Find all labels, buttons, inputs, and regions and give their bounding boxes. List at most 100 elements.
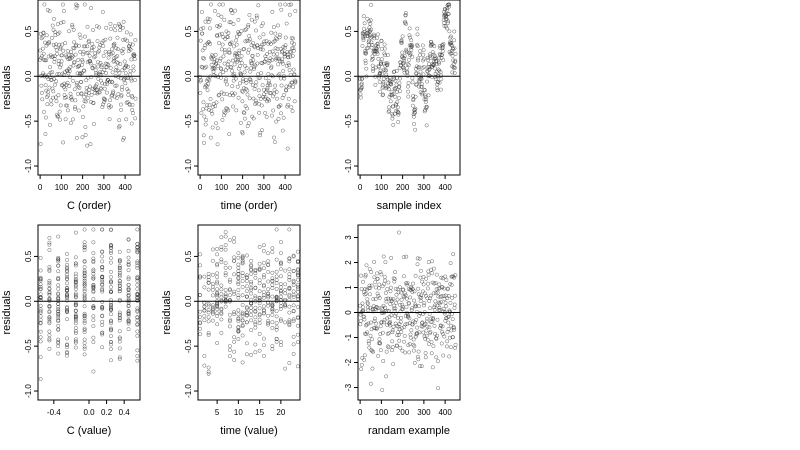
data-point: [397, 322, 402, 327]
data-point: [449, 43, 454, 48]
data-point: [219, 14, 224, 19]
data-point: [386, 296, 391, 301]
data-point: [47, 333, 52, 338]
data-point: [448, 300, 453, 305]
data-point: [390, 348, 394, 353]
data-point: [380, 330, 385, 335]
data-point: [223, 50, 227, 55]
data-point: [257, 317, 262, 322]
data-point: [274, 286, 279, 291]
data-point: [38, 309, 43, 314]
data-point: [117, 272, 122, 277]
y-axis-title: residuals: [161, 290, 173, 335]
data-point: [295, 305, 300, 310]
data-point: [375, 326, 380, 331]
data-point: [104, 90, 109, 95]
data-point: [444, 15, 449, 20]
data-point: [47, 122, 52, 127]
data-point: [40, 34, 45, 39]
data-point: [217, 58, 222, 63]
data-point: [398, 290, 403, 295]
data-point: [249, 313, 254, 317]
data-point: [387, 108, 392, 113]
data-point: [402, 56, 407, 61]
data-point: [135, 333, 140, 338]
data-point: [439, 294, 444, 299]
data-point: [202, 304, 207, 309]
data-point: [133, 116, 138, 121]
data-point: [123, 37, 128, 42]
data-point: [295, 277, 300, 282]
data-point: [278, 306, 283, 311]
data-point: [49, 77, 54, 82]
data-point: [67, 69, 72, 74]
data-point: [415, 262, 420, 267]
data-point: [274, 309, 279, 314]
data-point: [54, 48, 59, 53]
data-point: [73, 337, 78, 342]
data-point: [436, 67, 441, 72]
data-point: [282, 45, 287, 50]
data-point: [270, 278, 275, 283]
data-point: [391, 104, 396, 109]
data-point: [445, 330, 450, 335]
data-point: [215, 126, 220, 131]
data-point: [270, 347, 275, 352]
data-point: [295, 323, 300, 328]
x-tick-label: 400: [438, 183, 452, 192]
data-point: [253, 271, 258, 276]
data-point: [239, 29, 244, 34]
data-point: [116, 74, 121, 79]
data-point: [52, 56, 57, 61]
data-point: [135, 263, 140, 268]
data-point: [227, 50, 232, 55]
data-point: [47, 9, 52, 14]
data-point: [76, 91, 80, 96]
data-point: [65, 262, 69, 267]
data-point: [117, 23, 122, 28]
data-point: [394, 68, 399, 73]
data-point: [373, 326, 378, 331]
data-point: [107, 51, 111, 56]
data-point: [129, 57, 134, 62]
data-point: [249, 267, 254, 272]
data-point: [109, 260, 113, 265]
data-point: [412, 360, 417, 365]
data-point: [421, 52, 426, 57]
data-point: [291, 342, 296, 347]
y-tick-label: 1: [344, 285, 353, 290]
data-point: [48, 75, 53, 80]
data-point: [66, 108, 70, 113]
data-point: [244, 284, 249, 289]
data-point: [124, 117, 129, 122]
data-point: [252, 87, 257, 91]
data-point: [274, 325, 279, 330]
data-point: [261, 266, 266, 271]
data-point: [232, 289, 237, 294]
data-point: [227, 312, 232, 317]
data-point: [132, 78, 137, 83]
data-point: [206, 287, 211, 292]
data-point: [109, 290, 113, 295]
data-point: [262, 39, 267, 44]
data-point: [227, 279, 232, 284]
data-point: [93, 68, 98, 73]
data-point: [46, 93, 51, 98]
data-point: [276, 62, 281, 67]
data-point: [77, 32, 82, 37]
data-point: [215, 275, 220, 279]
data-point: [233, 76, 238, 81]
data-point: [397, 285, 402, 290]
data-point: [282, 52, 287, 57]
data-point: [287, 227, 292, 232]
data-point: [223, 292, 228, 297]
data-point: [216, 24, 221, 29]
data-point: [200, 31, 205, 36]
data-point: [47, 264, 52, 269]
data-point: [56, 307, 61, 312]
data-point: [377, 282, 382, 287]
data-point: [240, 129, 245, 134]
data-point: [250, 53, 255, 58]
data-point: [385, 286, 390, 291]
data-point: [428, 293, 433, 298]
